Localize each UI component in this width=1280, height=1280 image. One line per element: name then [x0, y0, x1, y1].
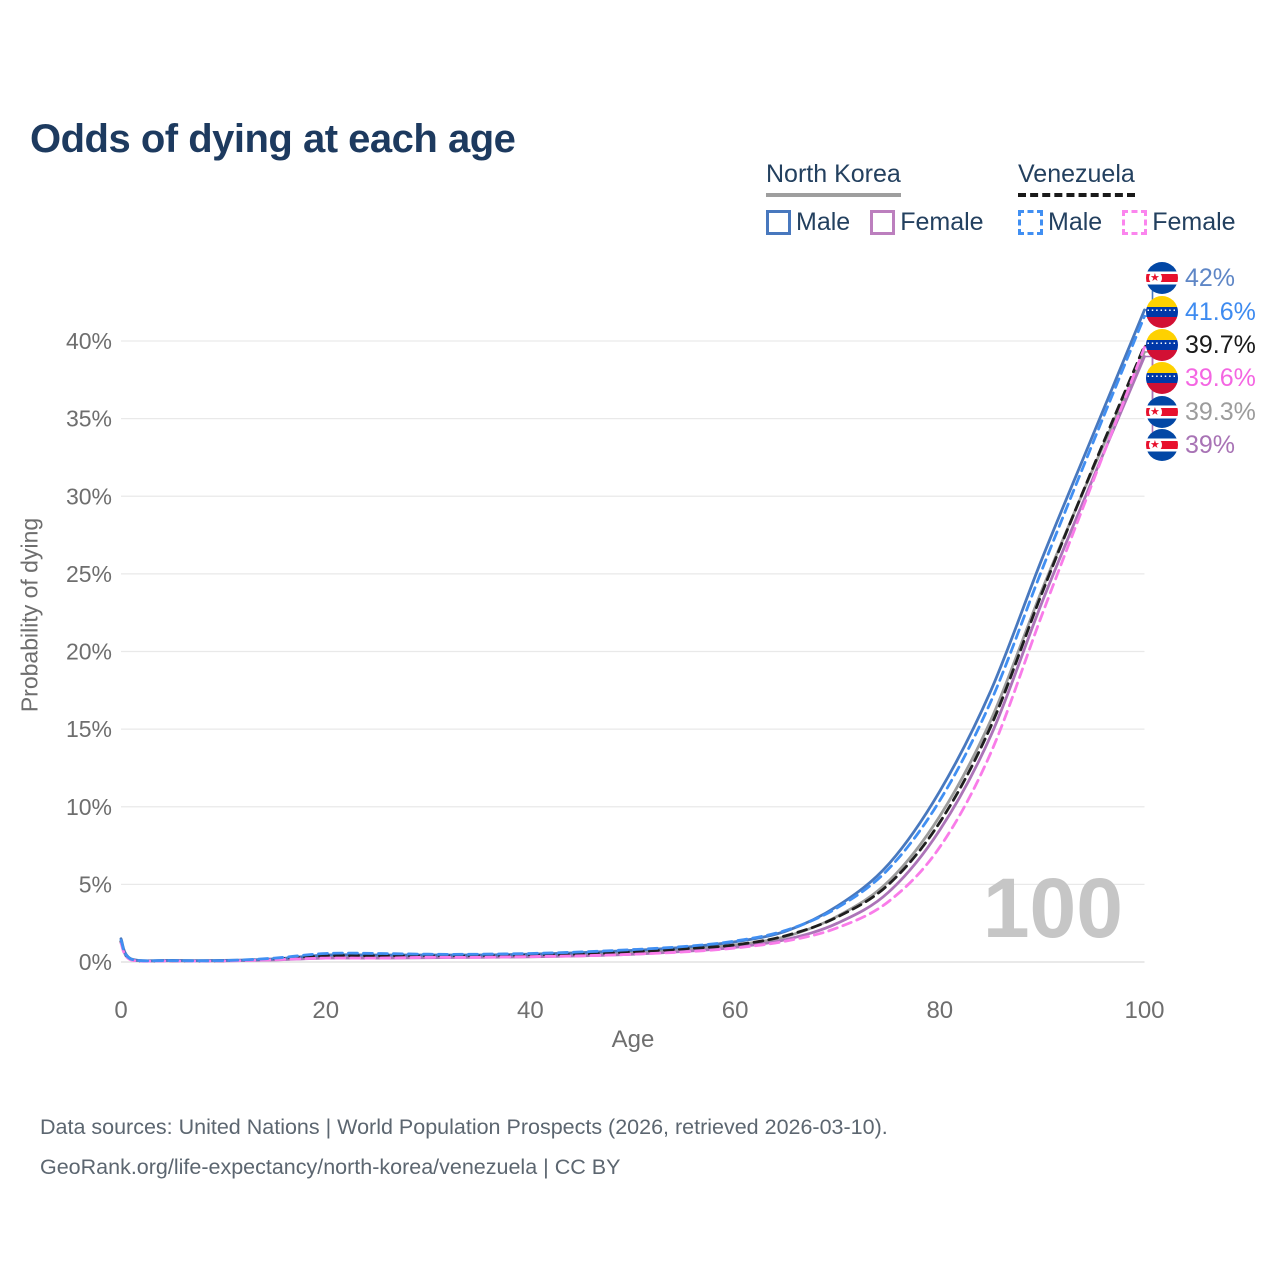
footer: Data sources: United Nations | World Pop… [40, 1108, 888, 1188]
line-chart-plot[interactable]: 0% 5% 10% 15% 20% 25% 30% 35% 40% 0 20 40 60 80 100 [0, 0, 1280, 1080]
x-tick-label: 60 [722, 997, 749, 1024]
north-korea-flag-icon [1146, 262, 1178, 294]
end-value: 39% [1185, 430, 1236, 459]
venezuela-flag-icon [1146, 329, 1178, 361]
legend-group-north-korea: North Korea Male Female [766, 160, 984, 237]
page-title: Odds of dying at each age [30, 116, 516, 161]
y-tick-label: 0% [79, 949, 112, 975]
y-axis-title: Probability of dying [16, 517, 43, 713]
nk-female-swatch-icon [870, 210, 896, 235]
series-end-label-nk-male[interactable]: 42% [1146, 262, 1235, 294]
age-counter-watermark: 100 [982, 861, 1123, 955]
legend-group-venezuela: Venezuela Male Female [1018, 160, 1236, 237]
ve-male-swatch-icon [1018, 210, 1043, 235]
series-end-label-ve-male[interactable]: 41.6% [1146, 296, 1256, 328]
y-tick-label: 25% [66, 561, 112, 587]
legend-item-ve-male[interactable]: Male [1018, 208, 1102, 237]
legend-country-venezuela[interactable]: Venezuela [1018, 160, 1135, 197]
x-tick-label: 20 [312, 997, 339, 1024]
north-korea-flag-icon [1146, 429, 1178, 461]
end-value: 39.6% [1185, 363, 1256, 392]
y-tick-label: 10% [66, 794, 112, 820]
x-tick-label: 100 [1124, 997, 1164, 1024]
y-tick-label: 30% [66, 483, 112, 509]
north-korea-flag-icon [1146, 396, 1178, 428]
venezuela-flag-icon [1146, 296, 1178, 328]
legend-label: Male [796, 208, 851, 236]
data-sources-line: Data sources: United Nations | World Pop… [40, 1115, 888, 1139]
end-value: 42% [1185, 263, 1236, 292]
legend-label: Male [1048, 208, 1103, 236]
y-tick-label: 5% [79, 871, 112, 897]
y-tick-label: 35% [66, 406, 112, 432]
y-tick-label: 20% [66, 639, 112, 665]
x-tick-label: 80 [926, 997, 953, 1024]
legend-label: Female [900, 208, 984, 236]
y-tick-label: 15% [66, 716, 112, 742]
end-value: 41.6% [1185, 297, 1256, 326]
nk-male-swatch-icon [766, 210, 791, 235]
legend-item-nk-female[interactable]: Female [870, 208, 984, 237]
attribution-line: GeoRank.org/life-expectancy/north-korea/… [40, 1154, 621, 1179]
series-end-label-nk-both[interactable]: 39.3% [1146, 396, 1256, 428]
legend-item-nk-male[interactable]: Male [766, 208, 850, 237]
series-end-label-nk-female[interactable]: 39% [1146, 429, 1235, 461]
end-value: 39.7% [1185, 330, 1256, 359]
venezuela-flag-icon [1146, 362, 1178, 394]
series-end-label-ve-female[interactable]: 39.6% [1146, 362, 1256, 394]
legend-country-north-korea[interactable]: North Korea [766, 160, 901, 197]
y-tick-label: 40% [66, 328, 112, 354]
series-line-ve-male[interactable] [119, 314, 1146, 963]
x-tick-label: 0 [114, 997, 127, 1024]
legend-label: Female [1152, 208, 1236, 236]
end-value: 39.3% [1185, 397, 1256, 426]
legend-item-ve-female[interactable]: Female [1122, 208, 1236, 237]
x-axis-title: Age [611, 1026, 655, 1053]
ve-female-swatch-icon [1122, 210, 1148, 235]
series-end-label-ve-both[interactable]: 39.7% [1146, 329, 1256, 361]
x-tick-label: 40 [517, 997, 544, 1024]
